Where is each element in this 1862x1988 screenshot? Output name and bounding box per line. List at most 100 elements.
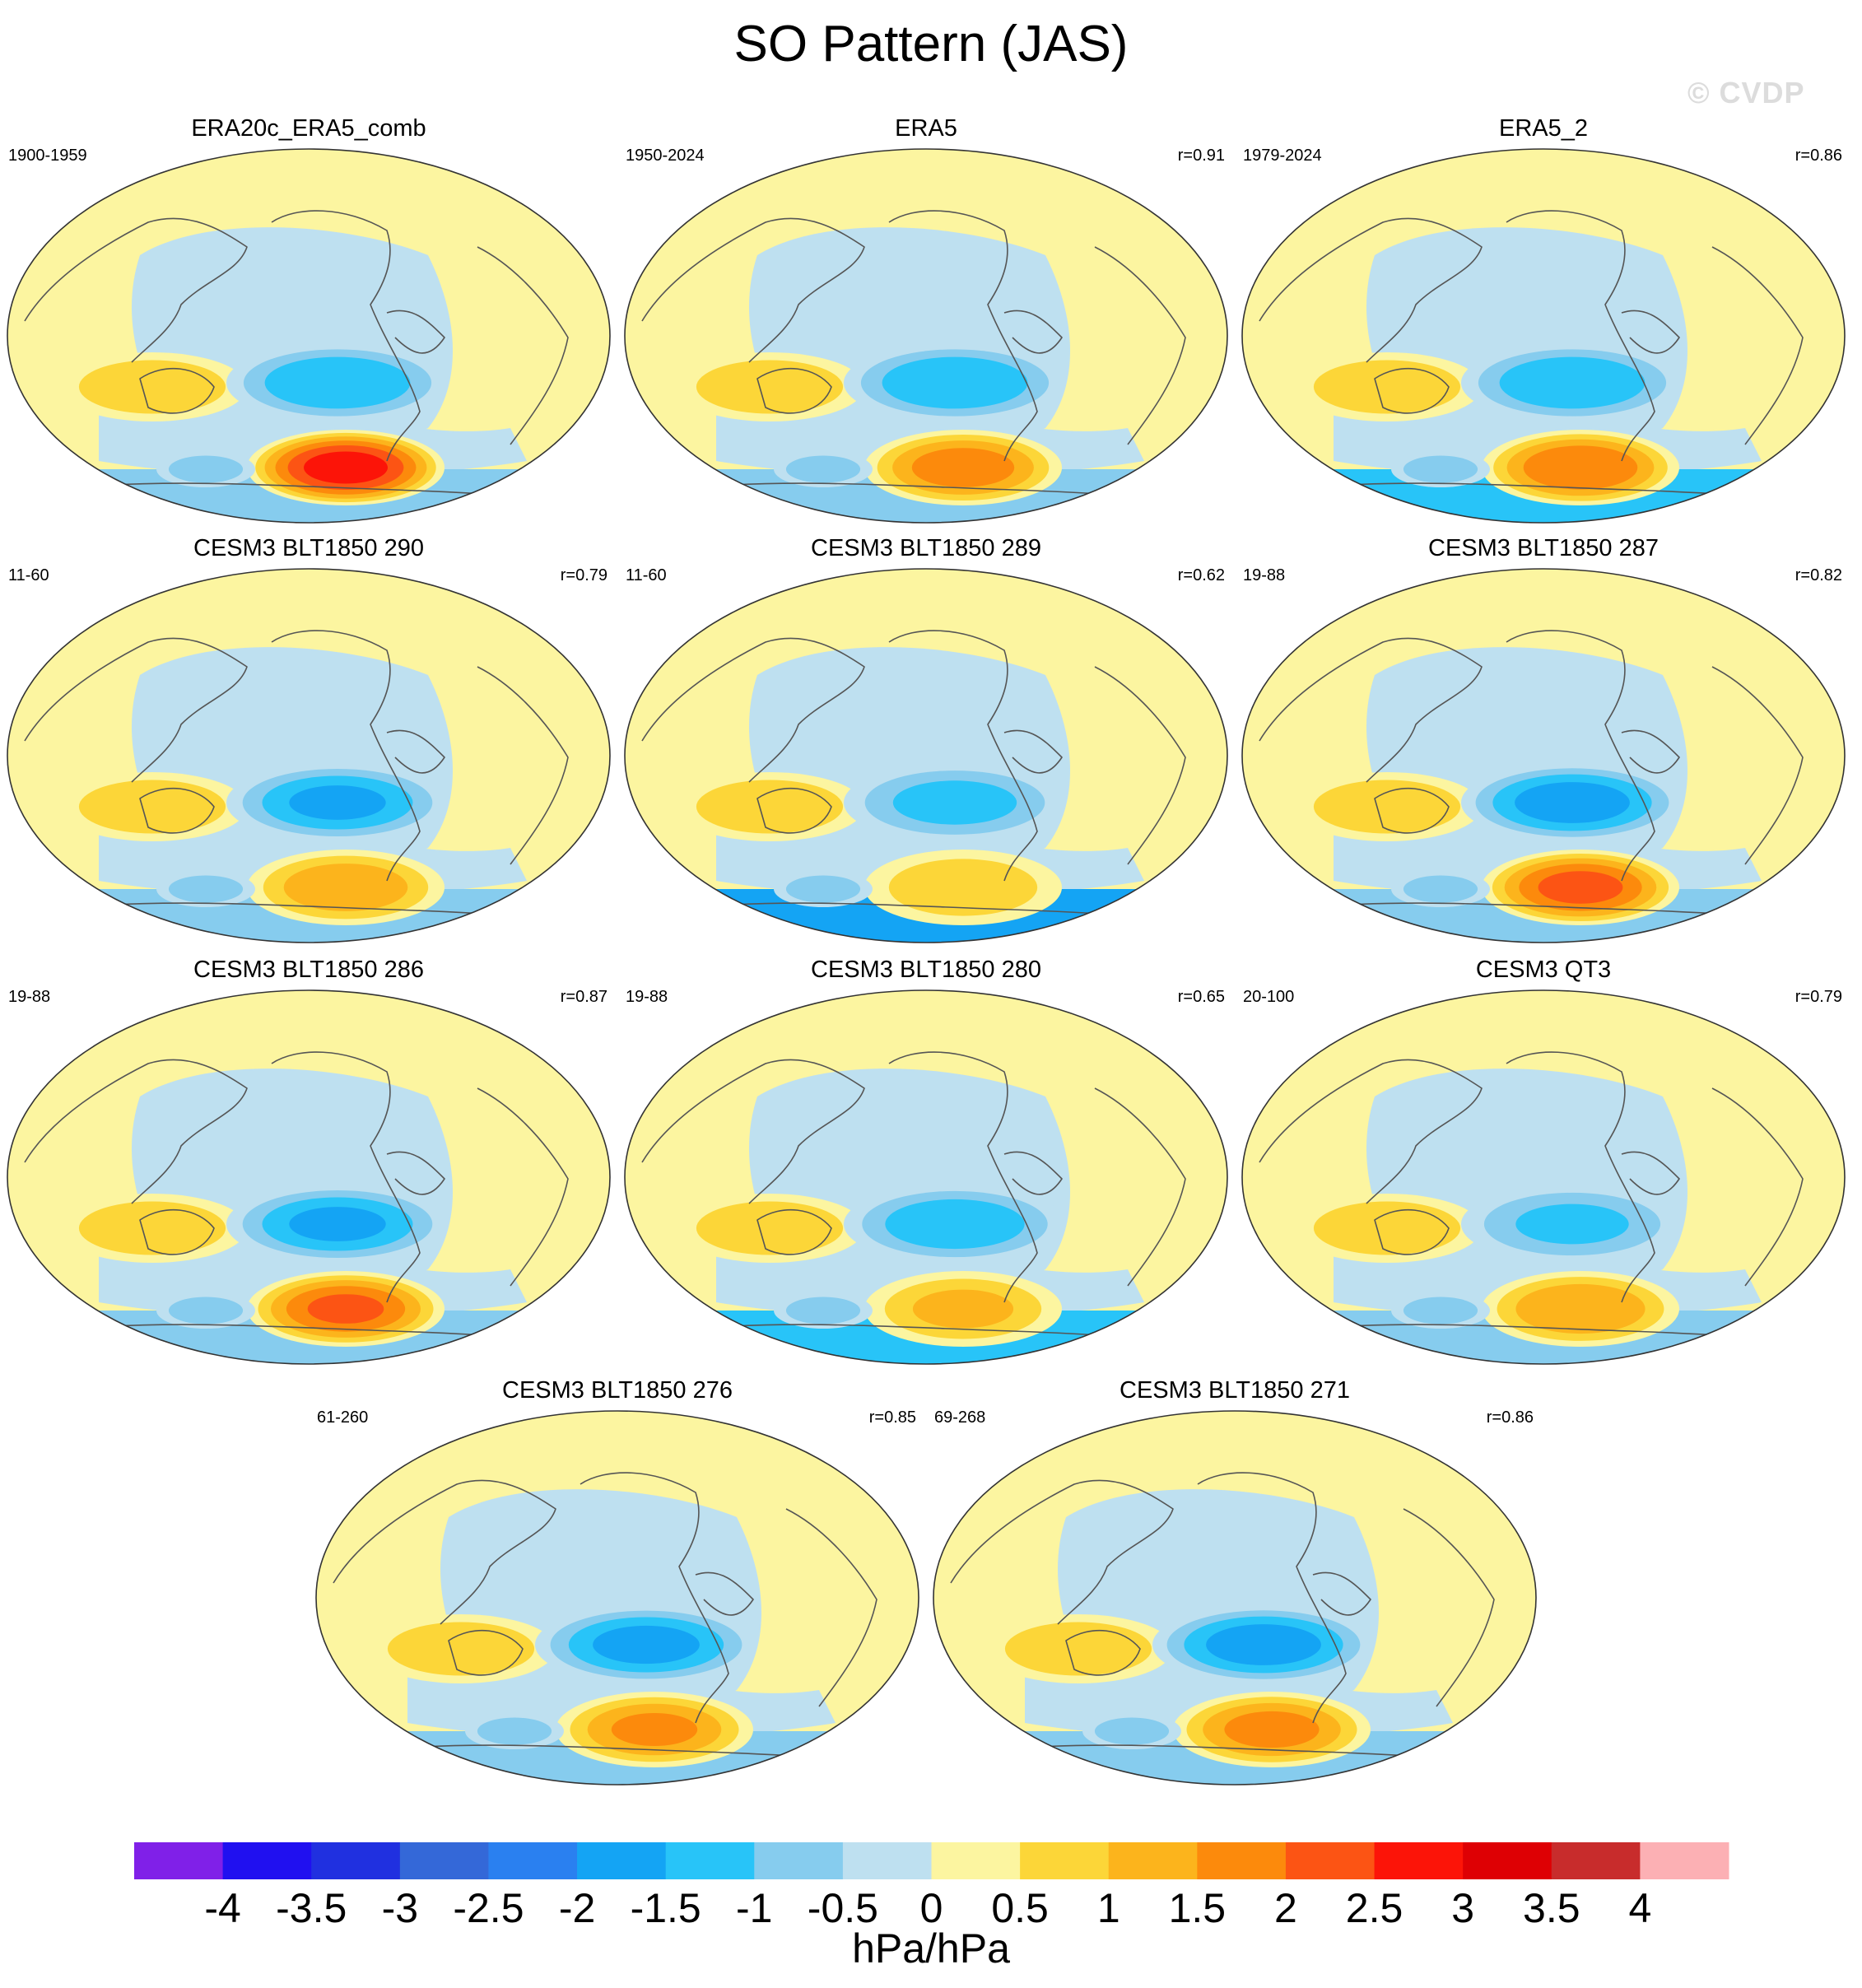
southern-high-band (1538, 871, 1623, 904)
colorbar-swatch (1640, 1842, 1729, 1879)
coastline (1711, 246, 1804, 445)
panel-years: 69-268 (934, 1408, 986, 1427)
coastline (1003, 1151, 1063, 1195)
ross-sea-low-band (477, 1717, 552, 1745)
coastline (24, 637, 248, 783)
coastline (24, 217, 248, 363)
map-outline (7, 148, 611, 524)
colorbar-tick-label: -1 (736, 1885, 772, 1926)
coastline (271, 210, 421, 462)
panel-correlation: r=0.87 (560, 988, 607, 1006)
coastline (1621, 310, 1680, 354)
map-outline (315, 1410, 919, 1785)
coastline (888, 210, 1038, 462)
coastline (1259, 1059, 1483, 1204)
coastline (386, 310, 445, 354)
coastline (888, 1051, 1038, 1303)
colorbar-swatch (842, 1842, 932, 1879)
panel-correlation: r=0.91 (1177, 147, 1225, 165)
indian-ocean-high-band (1004, 1622, 1152, 1676)
coastline (386, 1151, 445, 1195)
map-panel: CESM3 BLT1850 289 11-60 r=0.62 (617, 535, 1235, 947)
map-panel: CESM3 BLT1850 287 19-88 r=0.82 (1235, 535, 1852, 947)
map-outline (624, 989, 1228, 1365)
coastline (1094, 1087, 1186, 1287)
map-panel: CESM3 BLT1850 280 19-88 r=0.65 (617, 957, 1235, 1368)
colorbar-tick-label: 2.5 (1346, 1885, 1403, 1926)
panel-correlation: r=0.62 (1177, 566, 1225, 584)
colorbar-swatch (134, 1842, 224, 1879)
panel-title: CESM3 QT3 (1475, 957, 1612, 983)
colorbar-swatch (1197, 1842, 1287, 1879)
panel-title: CESM3 BLT1850 286 (193, 957, 424, 983)
coastline (1094, 666, 1186, 865)
panel-years: 19-88 (8, 988, 51, 1006)
map-canvas (624, 568, 1228, 943)
map-canvas (315, 1410, 919, 1785)
ross-sea-low-band (168, 1297, 244, 1325)
map-canvas (7, 148, 611, 524)
coastline (756, 1208, 832, 1255)
colorbar-units: hPa/hPa (852, 1925, 1010, 1972)
coastline (1506, 210, 1655, 462)
ross-sea-low-band (1403, 875, 1478, 903)
southern-high-band (307, 1294, 384, 1324)
colorbar-swatch (1285, 1842, 1376, 1879)
southern-high-band (1523, 445, 1638, 490)
indian-ocean-high-band (696, 780, 844, 834)
ross-sea-low-band (785, 1297, 861, 1325)
map-canvas (1241, 148, 1846, 524)
map-canvas (624, 989, 1228, 1365)
coastline (1711, 666, 1804, 865)
coastline (1506, 630, 1655, 882)
pacific-low-band (1499, 356, 1646, 409)
coastline (641, 217, 865, 363)
colorbar-tick-label: 4 (1628, 1885, 1651, 1926)
colorbar-tick-label: -3.5 (276, 1885, 347, 1926)
coastline (1711, 1087, 1804, 1287)
coastline (1374, 1208, 1450, 1255)
pacific-low-band (1515, 1204, 1629, 1245)
coastline (1621, 1151, 1680, 1195)
map-panel: CESM3 BLT1850 271 69-268 r=0.86 (926, 1377, 1543, 1789)
map-panel: CESM3 BLT1850 276 61-260 r=0.85 (309, 1377, 926, 1789)
map-outline (7, 989, 611, 1365)
coastline (1259, 217, 1483, 363)
coastline (641, 1059, 865, 1204)
indian-ocean-high-band (78, 360, 226, 414)
coastline (24, 1059, 248, 1204)
pacific-low-band (885, 1199, 1025, 1250)
ross-sea-low-band (1403, 1297, 1478, 1325)
colorbar-swatch (1020, 1842, 1110, 1879)
panel-correlation: r=0.79 (560, 566, 607, 584)
colorbar-tick-label: -2 (559, 1885, 595, 1926)
southern-high-band (611, 1713, 698, 1746)
ross-sea-low-band (785, 875, 861, 903)
coastline (477, 666, 569, 865)
panel-title: CESM3 BLT1850 289 (811, 535, 1041, 561)
coastline (1003, 310, 1063, 354)
pacific-low-band (892, 780, 1017, 825)
coastline (1094, 246, 1186, 445)
colorbar-swatch (222, 1842, 312, 1879)
panel-title: ERA20c_ERA5_comb (191, 115, 426, 142)
pacific-low-band (1515, 782, 1630, 823)
southern-high-band (1224, 1711, 1320, 1748)
coastline (580, 1472, 729, 1724)
panel-years: 1979-2024 (1243, 147, 1322, 165)
coastline (1621, 729, 1680, 774)
colorbar-tick-label: -4 (204, 1885, 240, 1926)
coastline (756, 367, 832, 414)
main-title: SO Pattern (JAS) (733, 16, 1129, 72)
panel-title: ERA5 (895, 115, 957, 142)
map-outline (624, 148, 1228, 524)
coastline (1197, 1472, 1347, 1724)
map-outline (7, 568, 611, 943)
panel-correlation: r=0.65 (1177, 988, 1225, 1006)
map-panel: CESM3 BLT1850 290 11-60 r=0.79 (0, 535, 617, 947)
coastline (448, 1629, 524, 1676)
panel-title: ERA5_2 (1498, 115, 1588, 142)
colorbar-swatch (931, 1842, 1021, 1879)
panel-title: CESM3 BLT1850 290 (193, 535, 424, 561)
colorbar-swatch (1463, 1842, 1552, 1879)
